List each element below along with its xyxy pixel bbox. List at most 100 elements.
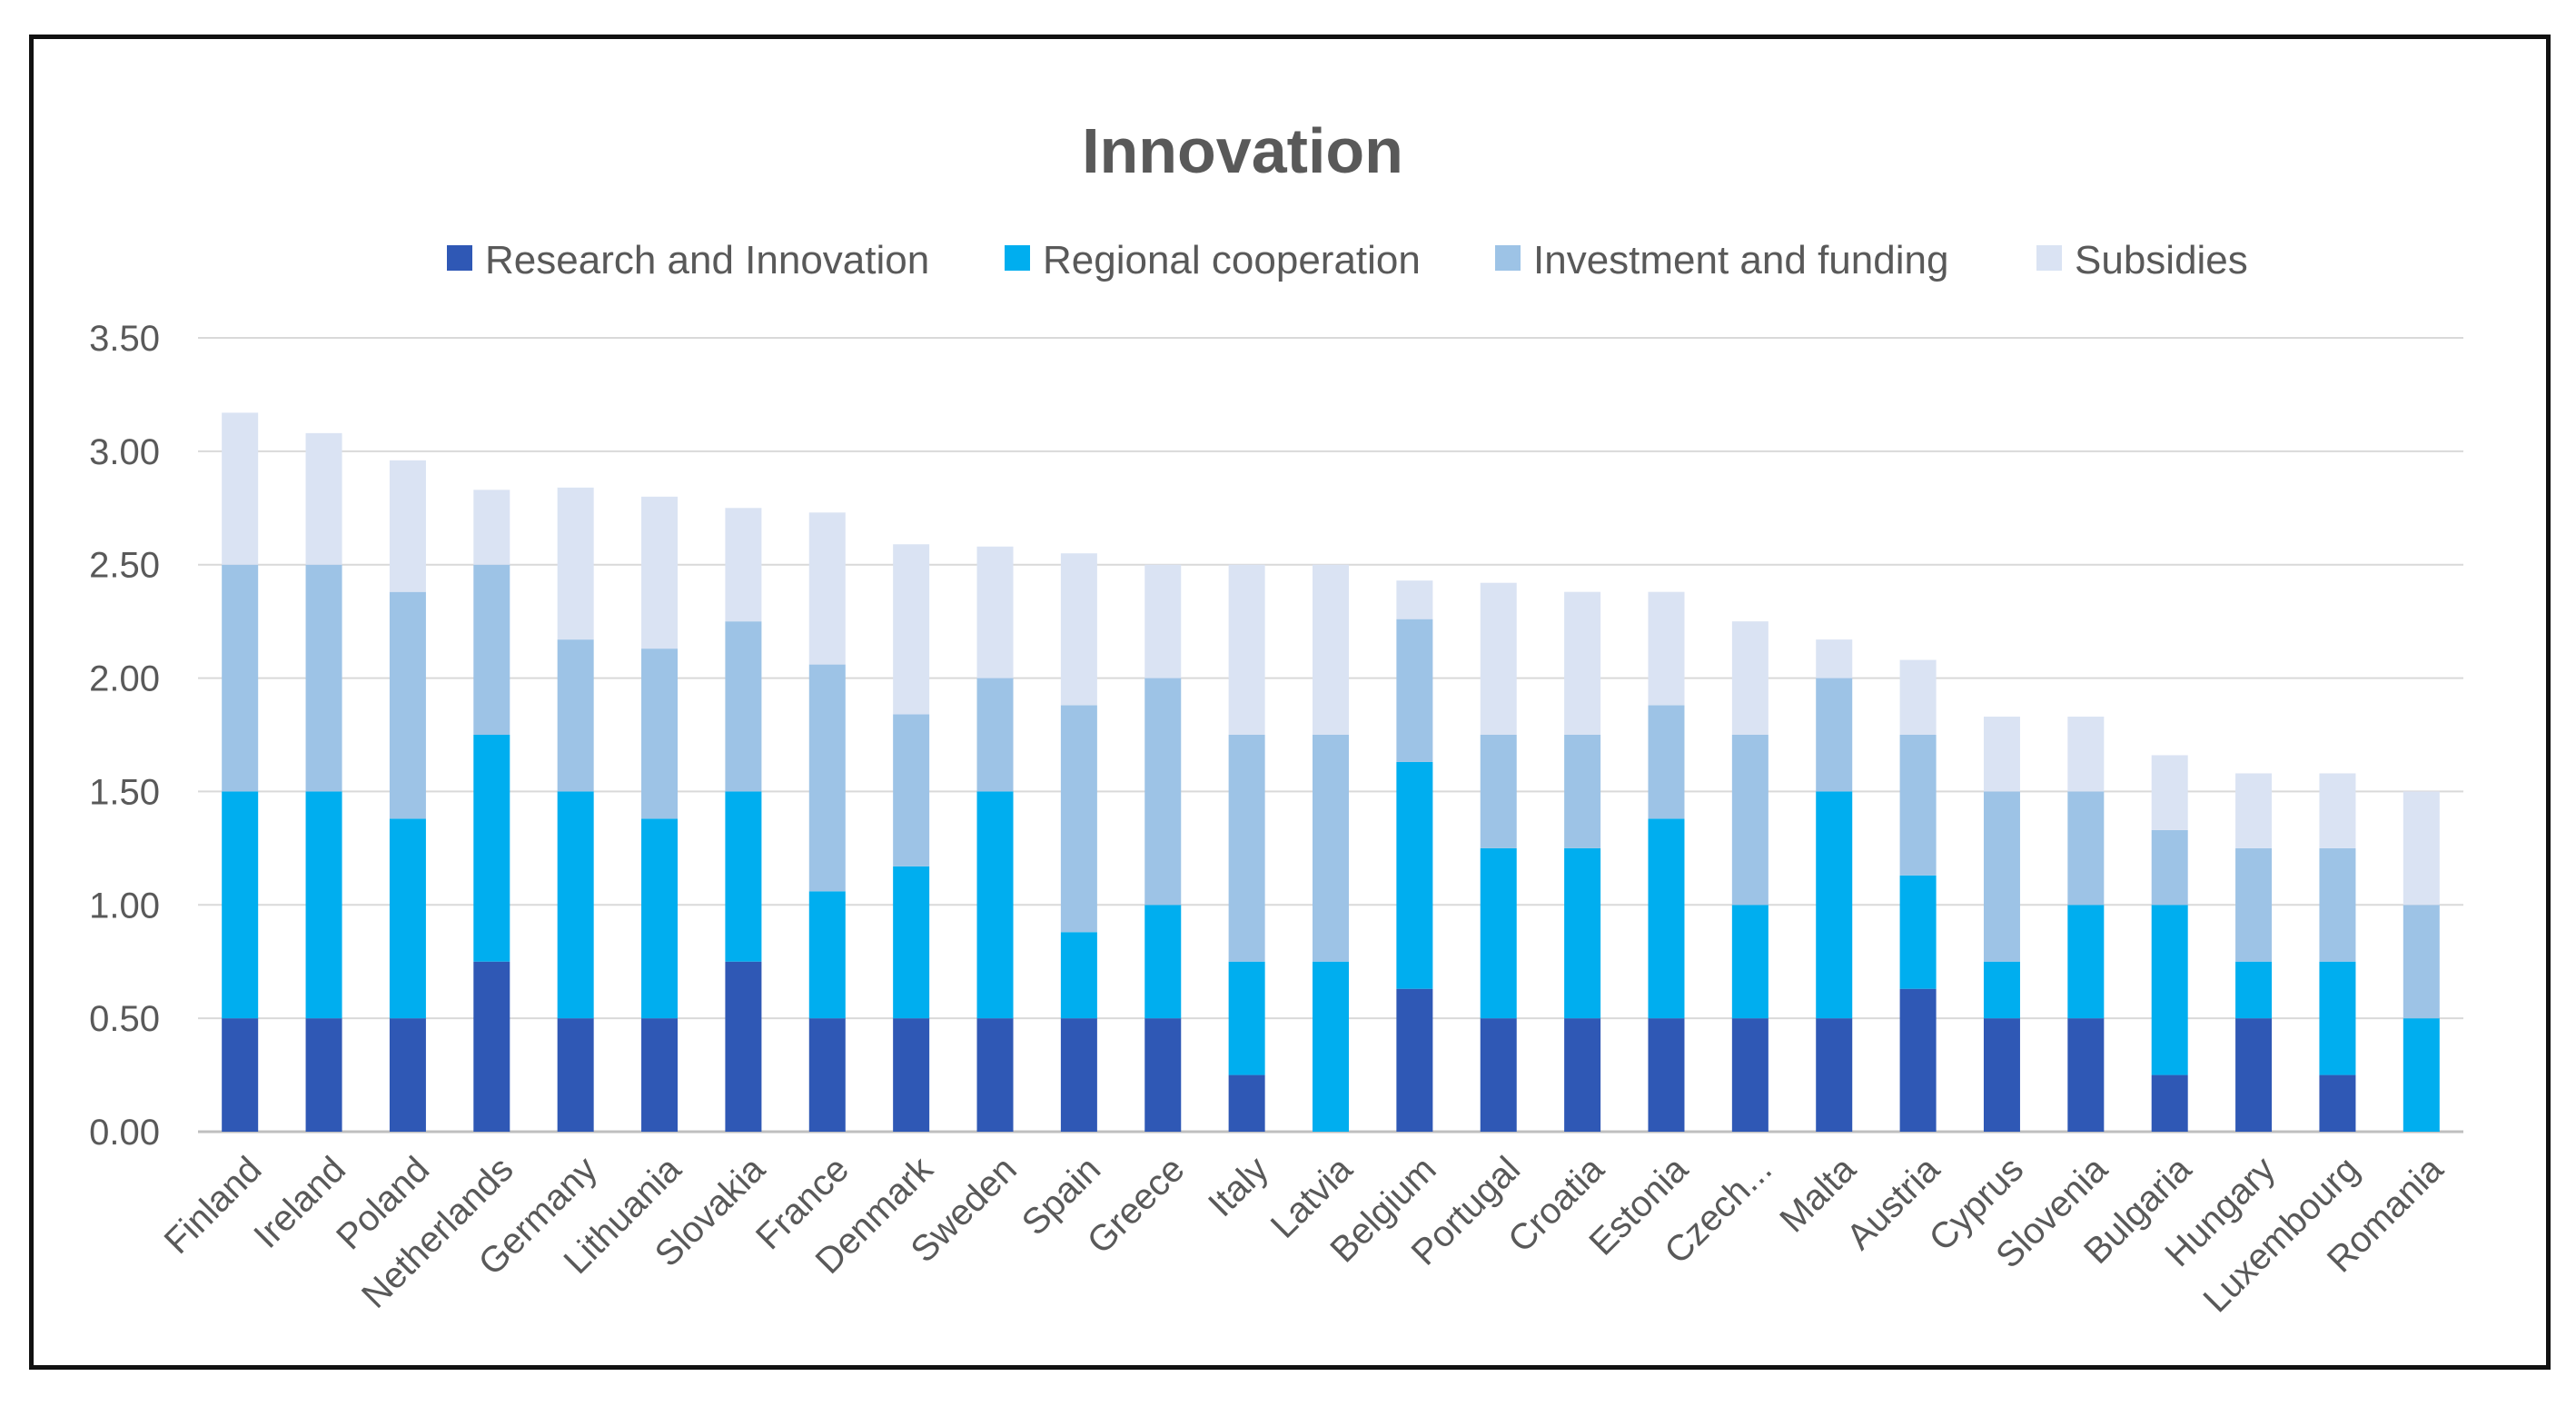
bar-regional-cooperation-denmark	[893, 866, 930, 1019]
bar-regional-cooperation-croatia	[1564, 847, 1601, 1019]
bar-research-and-innovation-greece	[1144, 1018, 1182, 1132]
bar-regional-cooperation-lithuania	[641, 818, 679, 1019]
bar-investment-and-funding-lithuania	[641, 649, 679, 819]
bar-subsidies-sweden	[976, 546, 1014, 678]
bar-regional-cooperation-spain	[1060, 932, 1097, 1019]
x-axis: FinlandIrelandPolandNetherlandsGermanyLi…	[157, 1149, 2452, 1321]
bar-subsidies-latvia	[1313, 564, 1349, 735]
bar-subsidies-germany	[557, 487, 594, 640]
bar-subsidies-estonia	[1648, 591, 1685, 706]
bar-research-and-innovation-slovenia	[2067, 1018, 2105, 1132]
bar-research-and-innovation-france	[808, 1018, 846, 1132]
bar-regional-cooperation-finland	[222, 791, 259, 1019]
y-tick-label: 3.00	[89, 432, 160, 472]
bar-research-and-innovation-denmark	[893, 1018, 930, 1132]
bar-subsidies-belgium	[1396, 580, 1433, 619]
bar-research-and-innovation-czech	[1731, 1018, 1769, 1132]
bar-research-and-innovation-poland	[389, 1018, 426, 1132]
bar-investment-and-funding-croatia	[1564, 735, 1601, 848]
bar-investment-and-funding-cyprus	[1983, 791, 2020, 962]
chart-title: Innovation	[1082, 115, 1403, 186]
bar-subsidies-bulgaria	[2151, 755, 2188, 830]
x-tick-label-ireland: Ireland	[246, 1149, 353, 1256]
bar-research-and-innovation-portugal	[1480, 1018, 1517, 1132]
bar-regional-cooperation-france	[808, 891, 846, 1019]
bar-research-and-innovation-germany	[557, 1018, 594, 1132]
bar-research-and-innovation-lithuania	[641, 1018, 679, 1132]
bar-investment-and-funding-czech	[1731, 735, 1769, 906]
y-tick-label: 1.00	[89, 886, 160, 926]
bar-regional-cooperation-portugal	[1480, 847, 1517, 1019]
bar-investment-and-funding-romania	[2403, 905, 2440, 1019]
bar-regional-cooperation-slovakia	[725, 791, 762, 962]
bar-investment-and-funding-bulgaria	[2151, 829, 2188, 906]
bar-research-and-innovation-slovakia	[725, 961, 762, 1132]
bar-regional-cooperation-slovenia	[2067, 905, 2105, 1019]
bar-investment-and-funding-slovenia	[2067, 791, 2105, 906]
bar-investment-and-funding-estonia	[1648, 705, 1685, 819]
bar-regional-cooperation-belgium	[1396, 761, 1433, 989]
legend-label-investment-and-funding: Investment and funding	[1533, 238, 1948, 282]
bar-research-and-innovation-hungary	[2235, 1018, 2273, 1132]
bar-research-and-innovation-belgium	[1396, 988, 1433, 1132]
bar-subsidies-cyprus	[1983, 717, 2020, 792]
bar-subsidies-france	[808, 512, 846, 665]
bar-investment-and-funding-sweden	[976, 678, 1014, 792]
bar-regional-cooperation-greece	[1144, 905, 1182, 1019]
bar-subsidies-spain	[1060, 553, 1097, 706]
bar-research-and-innovation-spain	[1060, 1018, 1097, 1132]
legend-label-subsidies: Subsidies	[2075, 238, 2248, 282]
bar-investment-and-funding-luxembourg	[2319, 847, 2356, 962]
bar-research-and-innovation-luxembourg	[2319, 1074, 2356, 1132]
bar-investment-and-funding-poland	[389, 591, 426, 819]
bar-investment-and-funding-portugal	[1480, 735, 1517, 848]
bar-research-and-innovation-netherlands	[473, 961, 510, 1132]
bar-research-and-innovation-bulgaria	[2151, 1074, 2188, 1132]
bar-investment-and-funding-france	[808, 664, 846, 892]
legend-swatch-regional-cooperation	[1005, 245, 1030, 271]
bar-research-and-innovation-ireland	[305, 1018, 342, 1132]
legend-label-regional-cooperation: Regional cooperation	[1043, 238, 1421, 282]
bar-regional-cooperation-malta	[1816, 791, 1853, 1019]
bar-regional-cooperation-czech	[1731, 905, 1769, 1019]
bar-regional-cooperation-sweden	[976, 791, 1014, 1019]
bar-investment-and-funding-germany	[557, 639, 594, 792]
bar-subsidies-portugal	[1480, 582, 1517, 735]
bar-investment-and-funding-greece	[1144, 678, 1182, 906]
bar-investment-and-funding-finland	[222, 564, 259, 792]
bar-research-and-innovation-estonia	[1648, 1018, 1685, 1132]
bar-subsidies-slovakia	[725, 508, 762, 622]
bar-subsidies-hungary	[2235, 773, 2273, 848]
y-tick-label: 0.50	[89, 999, 160, 1039]
bar-investment-and-funding-latvia	[1313, 735, 1349, 962]
bar-investment-and-funding-malta	[1816, 678, 1853, 792]
bar-investment-and-funding-denmark	[893, 714, 930, 866]
bar-regional-cooperation-latvia	[1313, 961, 1349, 1132]
legend-swatch-investment-and-funding	[1495, 245, 1521, 271]
legend-label-research-and-innovation: Research and Innovation	[485, 238, 929, 282]
bar-research-and-innovation-croatia	[1564, 1018, 1601, 1132]
bar-investment-and-funding-spain	[1060, 705, 1097, 933]
bar-research-and-innovation-cyprus	[1983, 1018, 2020, 1132]
bar-research-and-innovation-malta	[1816, 1018, 1853, 1132]
bar-subsidies-malta	[1816, 639, 1853, 678]
bar-regional-cooperation-romania	[2403, 1018, 2440, 1132]
bar-investment-and-funding-belgium	[1396, 619, 1433, 762]
bar-subsidies-netherlands	[473, 490, 510, 565]
bar-regional-cooperation-cyprus	[1983, 961, 2020, 1019]
bar-subsidies-finland	[222, 412, 259, 565]
bar-regional-cooperation-luxembourg	[2319, 961, 2356, 1075]
bar-regional-cooperation-bulgaria	[2151, 905, 2188, 1075]
bar-subsidies-greece	[1144, 564, 1182, 678]
bar-subsidies-luxembourg	[2319, 773, 2356, 848]
bar-subsidies-slovenia	[2067, 717, 2105, 792]
bar-investment-and-funding-austria	[1899, 735, 1937, 876]
bar-subsidies-italy	[1228, 564, 1265, 735]
bar-regional-cooperation-austria	[1899, 875, 1937, 989]
bar-investment-and-funding-slovakia	[725, 621, 762, 792]
y-axis: 0.00 0.50 1.00 1.50 2.00 2.50 3.00 3.50	[89, 319, 160, 1153]
bar-regional-cooperation-germany	[557, 791, 594, 1019]
bar-research-and-innovation-finland	[222, 1018, 259, 1132]
y-tick-label: 2.50	[89, 546, 160, 586]
bar-investment-and-funding-netherlands	[473, 564, 510, 735]
